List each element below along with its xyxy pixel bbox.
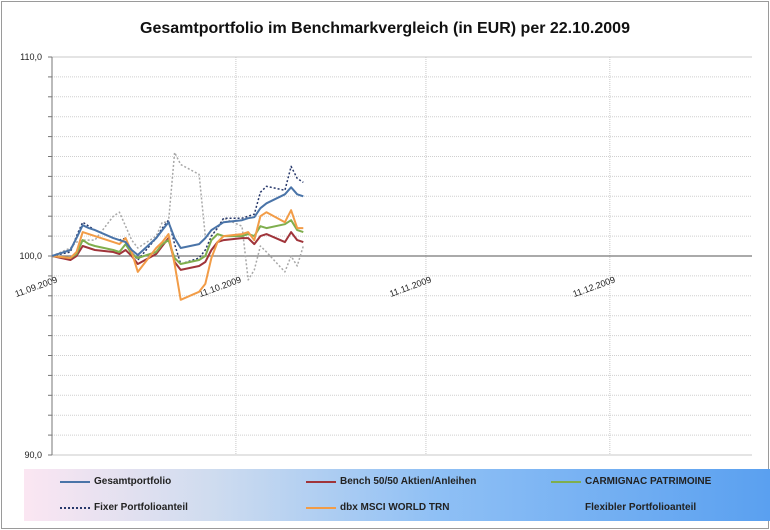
series-line-gesamtportfolio (51, 186, 304, 257)
y-tick-label: 90,0 (24, 450, 42, 460)
legend-item-flexibler: Flexibler Portfolioanteil (551, 502, 696, 513)
legend-label: Flexibler Portfolioanteil (585, 502, 697, 513)
legend-label: Gesamtportfolio (94, 476, 172, 487)
legend-swatch (306, 480, 336, 483)
series-line-bench-50-50-aktien-anleihen (51, 231, 304, 271)
series-line-carmignac-patrimoine (51, 219, 304, 265)
legend-item-bench: Bench 50/50 Aktien/Anleihen (306, 476, 476, 487)
series-line-fixer-portfolioanteil (51, 165, 304, 265)
y-tick-label: 100,0 (19, 251, 42, 261)
chart-title: Gesamtportfolio im Benchmarkvergleich (i… (140, 20, 630, 37)
y-tick-label: 110,0 (20, 52, 42, 62)
legend-item-carmignac: CARMIGNAC PATRIMOINE (551, 476, 711, 487)
legend-label: CARMIGNAC PATRIMOINE (585, 476, 712, 487)
legend-swatch (60, 480, 90, 483)
legend-swatch (306, 506, 336, 509)
legend-swatch (551, 507, 581, 509)
legend-label: dbx MSCI WORLD TRN (340, 502, 450, 513)
legend-label: Fixer Portfolioanteil (94, 502, 188, 513)
legend: Gesamtportfolio Bench 50/50 Aktien/Anlei… (24, 469, 770, 521)
legend-label: Bench 50/50 Aktien/Anleihen (340, 476, 477, 487)
legend-item-gesamtportfolio: Gesamtportfolio (60, 476, 171, 487)
legend-item-dbx: dbx MSCI WORLD TRN (306, 502, 449, 513)
series-line-flexibler-portfolioanteil (51, 151, 305, 281)
legend-swatch (60, 506, 90, 509)
legend-swatch (551, 480, 581, 483)
series-line-dbx-msci-world-trn (51, 209, 304, 301)
legend-item-fixer: Fixer Portfolioanteil (60, 502, 188, 513)
